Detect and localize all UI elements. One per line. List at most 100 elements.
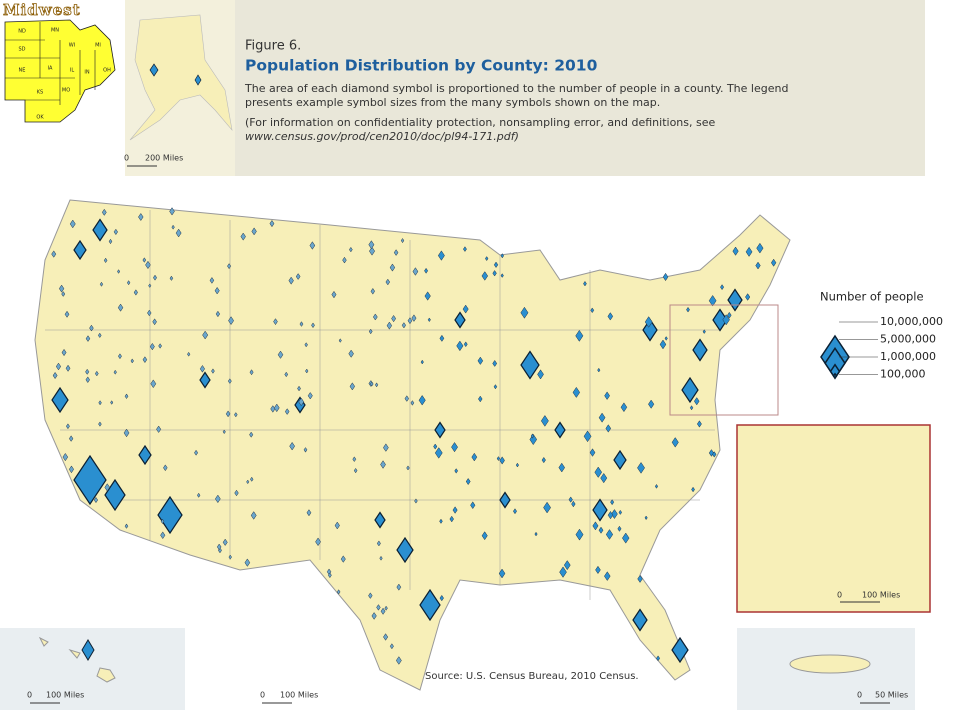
county-symbol bbox=[400, 238, 405, 244]
county-symbol bbox=[722, 314, 730, 326]
county-symbol bbox=[594, 466, 603, 478]
county-symbol bbox=[216, 543, 222, 551]
county-symbol bbox=[471, 452, 478, 462]
county-symbol bbox=[492, 270, 497, 277]
county-symbol bbox=[575, 528, 584, 541]
county-symbol bbox=[708, 294, 717, 307]
county-symbol bbox=[297, 385, 301, 392]
county-symbol bbox=[175, 228, 182, 238]
county-symbol bbox=[315, 537, 321, 547]
state-label: MO bbox=[62, 88, 70, 94]
legend-label: 1,000,000 bbox=[880, 350, 936, 363]
county-symbol bbox=[160, 518, 165, 525]
county-symbol bbox=[133, 289, 138, 296]
county-symbol bbox=[756, 242, 764, 254]
scale-label: 0 bbox=[27, 691, 32, 700]
county-symbol bbox=[463, 341, 468, 348]
county-symbol bbox=[420, 359, 424, 365]
county-symbol bbox=[118, 353, 122, 360]
county-symbol bbox=[138, 444, 152, 466]
county-symbol bbox=[691, 486, 695, 493]
county-symbol bbox=[338, 338, 342, 343]
county-symbol bbox=[250, 511, 257, 520]
county-symbol bbox=[543, 501, 551, 514]
county-symbol bbox=[481, 271, 489, 281]
state-label: IN bbox=[84, 70, 89, 76]
county-symbol bbox=[227, 263, 232, 270]
county-symbol bbox=[103, 257, 108, 264]
state-label: SD bbox=[18, 47, 25, 53]
county-symbol bbox=[197, 492, 201, 498]
county-symbol bbox=[152, 318, 157, 326]
county-symbol bbox=[157, 495, 183, 535]
puerto-rico bbox=[789, 654, 871, 674]
county-symbol bbox=[583, 280, 587, 287]
county-symbol bbox=[406, 465, 410, 471]
county-symbol bbox=[559, 566, 567, 578]
county-symbol bbox=[374, 382, 379, 388]
county-symbol bbox=[396, 536, 414, 564]
county-symbol bbox=[686, 306, 690, 313]
county-symbol bbox=[85, 376, 90, 384]
county-symbol bbox=[85, 368, 90, 375]
county-symbol bbox=[419, 588, 441, 622]
description: The area of each diamond symbol is propo… bbox=[244, 82, 788, 95]
county-symbol bbox=[463, 246, 467, 252]
county-symbol bbox=[554, 421, 566, 439]
county-symbol bbox=[376, 604, 381, 611]
county-symbol bbox=[498, 568, 506, 579]
county-symbol bbox=[493, 384, 498, 390]
county-symbol bbox=[389, 643, 394, 650]
scale-label: 0 bbox=[857, 691, 862, 700]
county-symbol bbox=[234, 412, 238, 418]
county-symbol bbox=[654, 484, 659, 489]
county-symbol bbox=[228, 316, 234, 326]
county-symbol bbox=[251, 227, 257, 236]
county-symbol bbox=[439, 334, 445, 342]
state-borders bbox=[5, 22, 96, 105]
county-symbol bbox=[712, 451, 717, 458]
scale-label: 0 bbox=[124, 154, 129, 163]
county-symbol bbox=[215, 494, 221, 504]
county-symbol bbox=[692, 338, 708, 362]
county-symbol bbox=[454, 311, 466, 329]
county-symbol bbox=[124, 523, 129, 529]
county-symbol bbox=[149, 342, 155, 351]
county-symbol bbox=[51, 386, 69, 414]
county-symbol bbox=[307, 392, 313, 400]
county-symbol bbox=[637, 461, 645, 474]
county-symbol bbox=[153, 274, 158, 281]
figure-number: Figure 6. bbox=[245, 39, 301, 54]
county-symbol bbox=[108, 238, 113, 245]
county-symbol bbox=[575, 329, 584, 342]
county-symbol bbox=[273, 318, 278, 326]
county-symbol bbox=[222, 538, 228, 546]
county-symbol bbox=[571, 500, 576, 508]
county-symbol bbox=[492, 359, 498, 367]
legend-symbol bbox=[832, 372, 838, 380]
county-symbol bbox=[295, 273, 301, 280]
county-symbol bbox=[373, 313, 378, 321]
county-symbol bbox=[451, 442, 458, 453]
county-symbol bbox=[385, 278, 391, 286]
county-symbol bbox=[370, 381, 374, 387]
state-label: OH bbox=[103, 68, 111, 74]
county-symbol bbox=[424, 291, 431, 301]
county-symbol bbox=[227, 378, 232, 384]
scale-label: 100 Miles bbox=[280, 691, 318, 700]
county-symbol bbox=[304, 342, 308, 348]
county-symbol bbox=[389, 263, 396, 272]
county-symbol bbox=[142, 356, 148, 364]
county-symbol bbox=[644, 316, 653, 328]
county-symbol bbox=[311, 322, 315, 329]
county-symbol bbox=[671, 636, 689, 664]
county-symbol bbox=[374, 511, 386, 529]
county-symbol bbox=[55, 362, 62, 371]
county-symbol bbox=[530, 433, 535, 439]
hawaii bbox=[38, 636, 116, 683]
header-panel bbox=[125, 0, 925, 176]
county-symbol bbox=[745, 246, 753, 257]
county-symbol bbox=[340, 555, 346, 563]
scale-label: 0 bbox=[837, 591, 842, 600]
county-symbol bbox=[371, 612, 377, 620]
